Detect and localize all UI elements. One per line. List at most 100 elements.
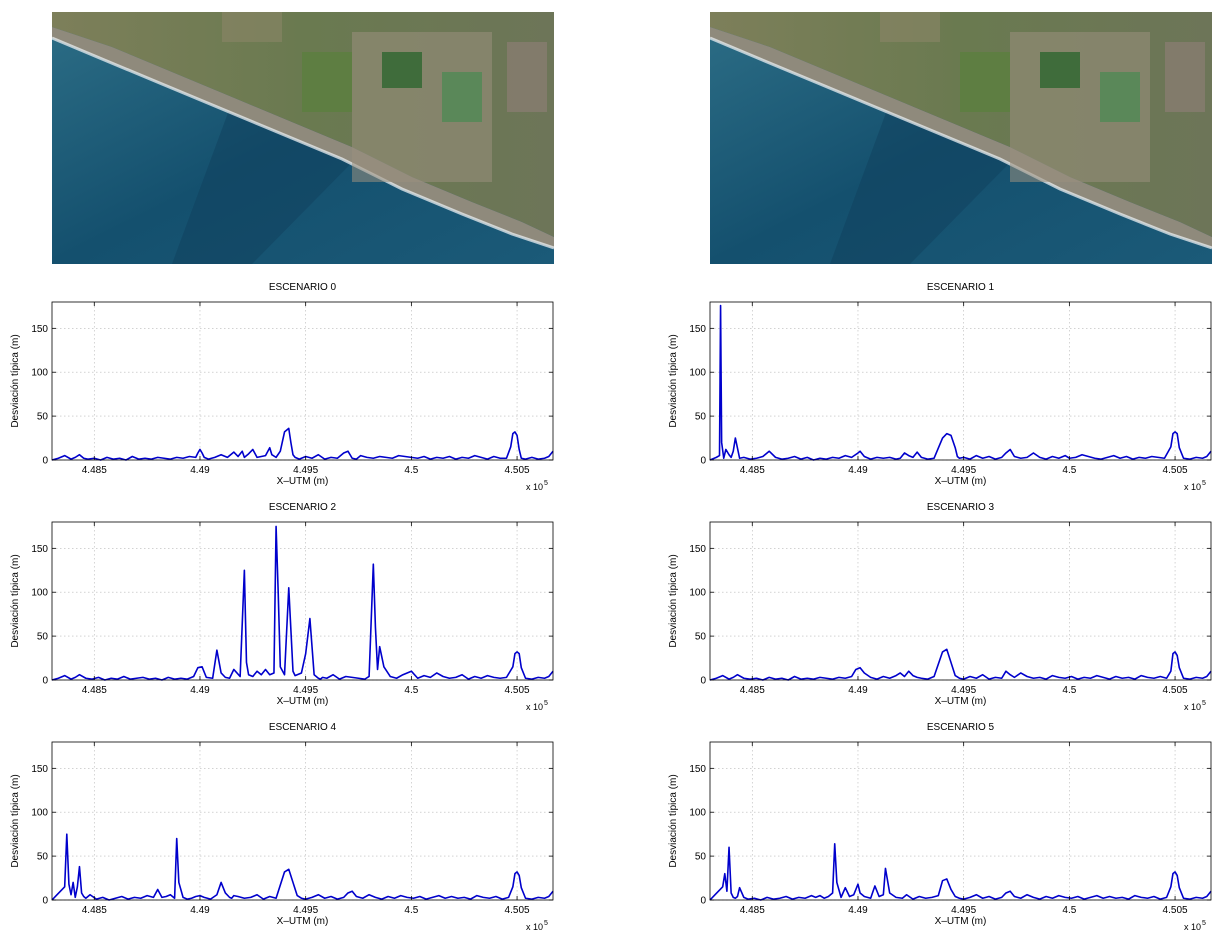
x-tick-label: 4.485 bbox=[82, 685, 107, 696]
x-axis-label: X–UTM (m) bbox=[277, 696, 329, 707]
y-tick-label: 50 bbox=[695, 412, 707, 423]
x-multiplier: x 10 bbox=[1184, 702, 1201, 712]
chart-escenario-4: ESCENARIO 4 4.485 4.49 4.495 4.5 4.505 0 50 100 1… bbox=[10, 722, 554, 932]
chart-title: ESCENARIO 4 bbox=[269, 722, 337, 733]
plot-area bbox=[710, 302, 1211, 460]
y-axis-label: Desviación típica (m) bbox=[10, 334, 21, 427]
y-tick-label: 150 bbox=[31, 764, 48, 775]
y-tick-label: 100 bbox=[689, 368, 706, 379]
y-tick-label: 100 bbox=[31, 808, 48, 819]
x-axis-label: X–UTM (m) bbox=[277, 476, 329, 487]
plot-area bbox=[52, 522, 553, 680]
chart-escenario-1: ESCENARIO 1 4.485 4.49 4.495 4.5 4.505 0 50 100 1… bbox=[668, 282, 1212, 492]
y-tick-label: 0 bbox=[42, 896, 48, 907]
x-tick-label: 4.5 bbox=[404, 905, 418, 916]
x-tick-label: 4.505 bbox=[1163, 685, 1188, 696]
x-multiplier-exponent: 5 bbox=[1202, 480, 1206, 487]
chart-escenario-2: ESCENARIO 2 4.485 4.49 4.495 4.5 4.505 0 50 100 1… bbox=[10, 502, 554, 712]
x-multiplier-exponent: 5 bbox=[544, 920, 548, 927]
plot-area bbox=[52, 302, 553, 460]
y-tick-label: 150 bbox=[689, 324, 706, 335]
x-tick-label: 4.495 bbox=[951, 685, 976, 696]
y-tick-label: 100 bbox=[31, 368, 48, 379]
x-axis-label: X–UTM (m) bbox=[935, 696, 987, 707]
x-tick-label: 4.505 bbox=[505, 905, 530, 916]
x-tick-label: 4.49 bbox=[190, 685, 210, 696]
x-axis-label: X–UTM (m) bbox=[935, 476, 987, 487]
axes-frame bbox=[51, 521, 554, 681]
axes-frame bbox=[51, 741, 554, 901]
x-multiplier-exponent: 5 bbox=[544, 480, 548, 487]
x-tick-label: 4.49 bbox=[190, 905, 210, 916]
x-tick-label: 4.5 bbox=[1062, 905, 1076, 916]
x-tick-label: 4.505 bbox=[505, 465, 530, 476]
chart-title: ESCENARIO 0 bbox=[269, 282, 337, 293]
axes-frame bbox=[51, 301, 554, 461]
chart-escenario-5: ESCENARIO 5 4.485 4.49 4.495 4.5 4.505 0 50 100 1… bbox=[668, 722, 1212, 932]
x-multiplier: x 10 bbox=[1184, 922, 1201, 932]
x-tick-label: 4.485 bbox=[740, 465, 765, 476]
x-tick-label: 4.485 bbox=[740, 905, 765, 916]
x-tick-label: 4.495 bbox=[293, 465, 318, 476]
x-tick-label: 4.505 bbox=[1163, 465, 1188, 476]
chart-title: ESCENARIO 5 bbox=[927, 722, 995, 733]
y-tick-label: 0 bbox=[42, 676, 48, 687]
y-tick-label: 150 bbox=[31, 324, 48, 335]
x-tick-label: 4.49 bbox=[848, 465, 868, 476]
x-axis-label: X–UTM (m) bbox=[277, 916, 329, 927]
y-axis-label: Desviación típica (m) bbox=[10, 774, 21, 867]
aerial-photo-left bbox=[52, 12, 554, 264]
chart-title: ESCENARIO 3 bbox=[927, 502, 995, 513]
plot-area bbox=[52, 742, 553, 900]
series-line bbox=[51, 525, 554, 681]
chart-title: ESCENARIO 1 bbox=[927, 282, 995, 293]
y-tick-label: 150 bbox=[689, 544, 706, 555]
y-tick-label: 100 bbox=[689, 588, 706, 599]
x-tick-label: 4.49 bbox=[848, 905, 868, 916]
y-axis-label: Desviación típica (m) bbox=[668, 554, 679, 647]
y-tick-label: 50 bbox=[37, 412, 49, 423]
x-tick-label: 4.5 bbox=[404, 465, 418, 476]
series-line bbox=[709, 304, 1212, 461]
y-tick-label: 50 bbox=[695, 632, 707, 643]
y-tick-label: 0 bbox=[700, 896, 706, 907]
y-tick-label: 100 bbox=[31, 588, 48, 599]
x-multiplier: x 10 bbox=[1184, 482, 1201, 492]
x-tick-label: 4.485 bbox=[740, 685, 765, 696]
y-tick-label: 50 bbox=[37, 852, 49, 863]
x-axis-label: X–UTM (m) bbox=[935, 916, 987, 927]
y-tick-label: 0 bbox=[700, 676, 706, 687]
y-tick-label: 0 bbox=[700, 456, 706, 467]
x-tick-label: 4.495 bbox=[293, 685, 318, 696]
aerial-photo-right-graphic bbox=[710, 12, 1212, 264]
series-line bbox=[51, 427, 554, 461]
aerial-photo-right bbox=[710, 12, 1212, 264]
x-multiplier: x 10 bbox=[526, 702, 543, 712]
x-tick-label: 4.49 bbox=[190, 465, 210, 476]
series-line bbox=[709, 843, 1212, 901]
x-tick-label: 4.505 bbox=[505, 685, 530, 696]
axes-frame bbox=[709, 301, 1212, 461]
x-tick-label: 4.5 bbox=[404, 685, 418, 696]
x-tick-label: 4.505 bbox=[1163, 905, 1188, 916]
x-tick-label: 4.5 bbox=[1062, 465, 1076, 476]
y-axis-label: Desviación típica (m) bbox=[668, 774, 679, 867]
plot-area bbox=[710, 522, 1211, 680]
x-tick-label: 4.485 bbox=[82, 905, 107, 916]
y-axis-label: Desviación típica (m) bbox=[668, 334, 679, 427]
y-tick-label: 0 bbox=[42, 456, 48, 467]
y-tick-label: 50 bbox=[37, 632, 49, 643]
axes-frame bbox=[709, 521, 1212, 681]
plot-area bbox=[710, 742, 1211, 900]
x-multiplier-exponent: 5 bbox=[1202, 700, 1206, 707]
y-axis-label: Desviación típica (m) bbox=[10, 554, 21, 647]
x-multiplier-exponent: 5 bbox=[544, 700, 548, 707]
aerial-photo-left-graphic bbox=[52, 12, 554, 264]
x-tick-label: 4.495 bbox=[951, 905, 976, 916]
x-multiplier: x 10 bbox=[526, 922, 543, 932]
series-line bbox=[51, 833, 554, 901]
x-multiplier: x 10 bbox=[526, 482, 543, 492]
x-tick-label: 4.49 bbox=[848, 685, 868, 696]
chart-escenario-0: ESCENARIO 0 4.485 4.49 4.495 4.5 4.505 0 50 100 1… bbox=[10, 282, 554, 492]
y-tick-label: 150 bbox=[689, 764, 706, 775]
